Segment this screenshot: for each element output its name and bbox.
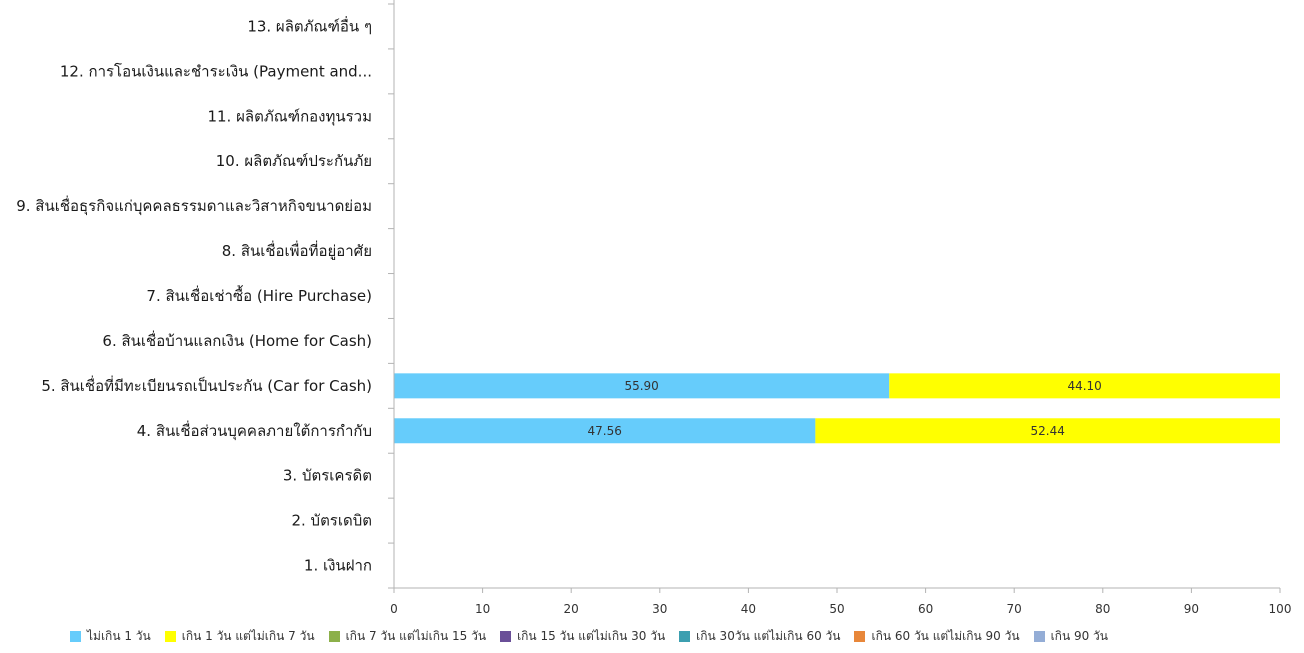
category-label: 8. สินเชื่อเพื่อที่อยู่อาศัย bbox=[222, 240, 372, 260]
bar-segment bbox=[394, 418, 816, 444]
x-tick-label: 20 bbox=[564, 602, 579, 616]
legend-item: เกิน 30วัน แต่ไม่เกิน 60 วัน bbox=[679, 627, 840, 646]
category-label: 9. สินเชื่อธุรกิจแก่บุคคลธรรมดาและวิสาหก… bbox=[16, 195, 372, 216]
x-tick-label: 90 bbox=[1184, 602, 1199, 616]
legend-swatch bbox=[500, 630, 512, 642]
category-labels: 13. ผลิตภัณฑ์อื่น ๆ 12. การโอนเงินและชำระ… bbox=[16, 15, 372, 574]
legend-label: เกิน 60 วัน แต่ไม่เกิน 90 วัน bbox=[871, 628, 1020, 643]
legend-item: เกิน 15 วัน แต่ไม่เกิน 30 วัน bbox=[500, 627, 665, 646]
legend-swatch bbox=[70, 630, 81, 642]
x-tick-label: 70 bbox=[1007, 602, 1022, 616]
x-tick-label: 40 bbox=[741, 602, 756, 616]
legend-swatch bbox=[164, 630, 176, 642]
legend-swatch bbox=[679, 630, 691, 642]
bar-segment bbox=[815, 418, 1280, 444]
legend-label: เกิน 30วัน แต่ไม่เกิน 60 วัน bbox=[696, 628, 841, 643]
bar-value-label: 47.56 bbox=[588, 424, 622, 438]
stacked-bar-chart: 13. ผลิตภัณฑ์อื่น ๆ 12. การโอนเงินและชำระ… bbox=[16, 0, 1291, 616]
bar-segment bbox=[394, 373, 890, 399]
category-label: 12. การโอนเงินและชำระเงิน (Payment and..… bbox=[60, 62, 372, 80]
category-label: 11. ผลิตภัณฑ์กองทุนรวม bbox=[207, 107, 372, 126]
category-label: 7. สินเชื่อเช่าซื้อ (Hire Purchase) bbox=[146, 285, 372, 305]
category-label: 3. บัตรเครดิต bbox=[283, 467, 372, 485]
category-label: 6. สินเชื่อบ้านแลกเงิน (Home for Cash) bbox=[102, 330, 372, 350]
legend-item: เกิน 7 วัน แต่ไม่เกิน 15 วัน bbox=[328, 627, 487, 646]
axes: 0 10 20 30 40 50 60 70 80 90 100 bbox=[388, 0, 1291, 616]
category-label: 5. สินเชื่อที่มีทะเบียนรถเป็นประกัน (Car… bbox=[41, 375, 372, 395]
x-tick-label: 80 bbox=[1095, 602, 1110, 616]
category-label: 4. สินเชื่อส่วนบุคคลภายใต้การกำกับ bbox=[137, 420, 372, 441]
bar-segment bbox=[889, 373, 1280, 399]
x-tick-label: 30 bbox=[652, 602, 667, 616]
legend-label: ไม่เกิน 1 วัน bbox=[87, 628, 151, 643]
category-label: 2. บัตรเดบิต bbox=[291, 512, 372, 530]
category-label: 1. เงินฝาก bbox=[304, 557, 372, 575]
x-tick-label: 60 bbox=[918, 602, 933, 616]
bar-value-label: 52.44 bbox=[1031, 424, 1065, 438]
legend-item: เกิน 90 วัน bbox=[1033, 627, 1108, 646]
legend-label: เกิน 7 วัน แต่ไม่เกิน 15 วัน bbox=[345, 628, 487, 643]
x-tick-label: 100 bbox=[1269, 602, 1292, 616]
category-label: 10. ผลิตภัณฑ์ประกันภัย bbox=[216, 152, 372, 170]
bar-value-label: 44.10 bbox=[1067, 379, 1101, 393]
x-tick-label: 50 bbox=[829, 602, 844, 616]
bar-value-label: 55.90 bbox=[624, 379, 658, 393]
legend: ไม่เกิน 1 วัน เกิน 1 วัน แต่ไม่เกิน 7 วัน… bbox=[70, 624, 1300, 648]
x-tick-label: 0 bbox=[390, 602, 398, 616]
legend-label: เกิน 1 วัน แต่ไม่เกิน 7 วัน bbox=[181, 628, 315, 643]
legend-item: เกิน 60 วัน แต่ไม่เกิน 90 วัน bbox=[854, 627, 1020, 646]
legend-swatch bbox=[854, 630, 866, 642]
legend-swatch bbox=[1033, 630, 1045, 642]
category-label: 13. ผลิตภัณฑ์อื่น ๆ bbox=[247, 15, 372, 35]
legend-item: ไม่เกิน 1 วัน bbox=[70, 627, 151, 646]
legend-swatch bbox=[328, 630, 340, 642]
legend-item: เกิน 1 วัน แต่ไม่เกิน 7 วัน bbox=[164, 627, 315, 646]
x-tick-label: 10 bbox=[475, 602, 490, 616]
legend-label: เกิน 15 วัน แต่ไม่เกิน 30 วัน bbox=[517, 628, 666, 643]
legend-label: เกิน 90 วัน bbox=[1050, 628, 1108, 643]
bars: 55.90 44.10 47.56 52.44 bbox=[394, 373, 1280, 444]
